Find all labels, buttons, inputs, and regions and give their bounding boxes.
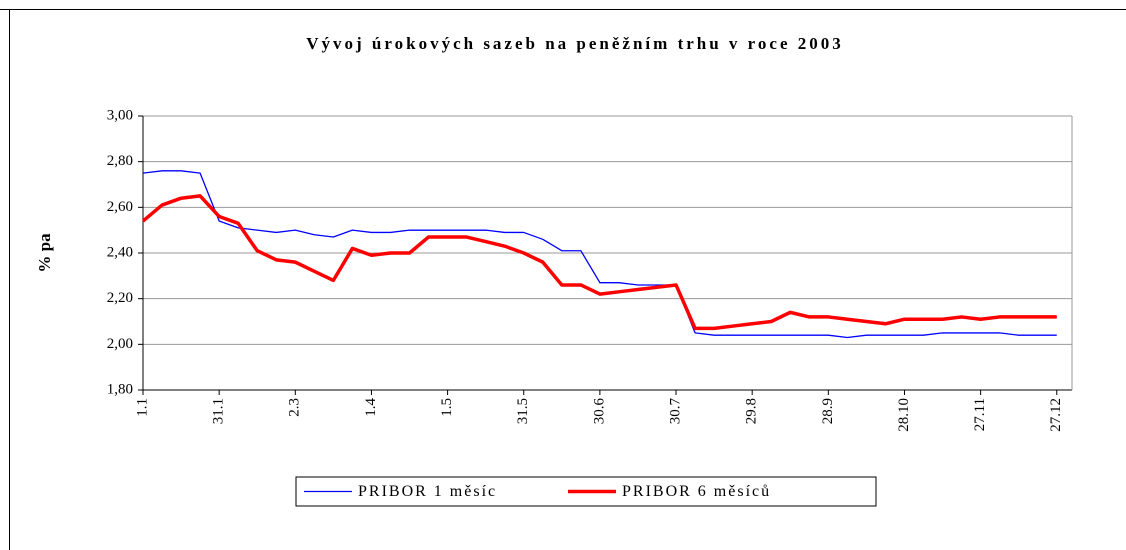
series-line — [141, 194, 1057, 331]
x-tick-label: 27.12 — [1048, 398, 1064, 432]
x-tick-label: 30.6 — [591, 398, 607, 425]
legend-label: PRIBOR 6 měsíců — [622, 483, 771, 500]
series-line — [142, 170, 1057, 339]
chart-title: Vývoj úrokových sazeb na peněžním trhu v… — [306, 34, 844, 53]
x-tick-label: 31.5 — [515, 398, 531, 424]
x-tick-label: 29.8 — [744, 398, 760, 424]
y-tick-label: 2,00 — [107, 336, 133, 352]
x-tick-label: 1.1 — [134, 398, 150, 417]
x-tick-label: 28.9 — [820, 398, 836, 424]
x-tick-label: 2.3 — [287, 398, 303, 417]
x-tick-label: 28.10 — [896, 398, 912, 432]
y-tick-label: 1,80 — [107, 381, 133, 397]
y-tick-label: 2,80 — [107, 153, 133, 169]
legend-label: PRIBOR 1 měsíc — [358, 483, 497, 500]
x-tick-label: 27.11 — [972, 398, 988, 431]
x-tick-label: 30.7 — [667, 398, 683, 425]
x-tick-label: 1.5 — [439, 398, 455, 417]
x-tick-label: 1.4 — [363, 398, 379, 417]
x-tick-label: 31.1 — [211, 398, 227, 424]
y-tick-label: 2,20 — [107, 290, 133, 306]
y-axis-title: % pa — [35, 233, 54, 273]
y-tick-label: 2,60 — [107, 199, 133, 215]
y-tick-label: 3,00 — [107, 107, 133, 123]
y-tick-label: 2,40 — [107, 244, 133, 260]
